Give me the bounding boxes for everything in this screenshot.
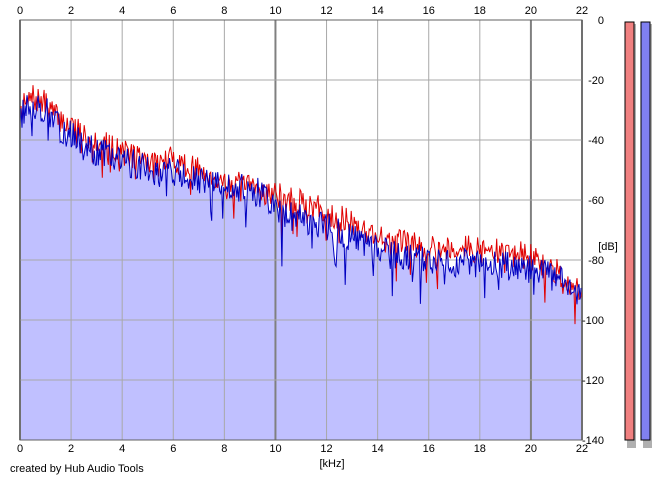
x-tick-label-top: 8 <box>221 5 227 17</box>
x-axis-label: [kHz] <box>319 458 344 470</box>
x-tick-label-top: 10 <box>269 5 281 17</box>
y-tick-label: -20 <box>588 75 604 87</box>
x-tick-label-top: 12 <box>320 5 332 17</box>
spectrum-fill-area <box>20 95 582 440</box>
meter-right <box>640 21 651 441</box>
x-tick-label-bottom: 6 <box>170 443 176 455</box>
x-tick-label-bottom: 20 <box>525 443 537 455</box>
x-tick-label-top: 16 <box>423 5 435 17</box>
y-tick-label: -60 <box>588 195 604 207</box>
x-tick-label-bottom: 8 <box>221 443 227 455</box>
axes: 002244668810101212141416161818202022220-… <box>17 5 604 455</box>
x-tick-label-bottom: 14 <box>372 443 384 455</box>
x-tick-label-bottom: 10 <box>269 443 281 455</box>
y-tick-label: -140 <box>582 435 604 447</box>
meter-left <box>624 21 635 441</box>
x-tick-label-top: 4 <box>119 5 125 17</box>
x-tick-label-top: 22 <box>576 5 588 17</box>
y-tick-label: -80 <box>588 255 604 267</box>
y-tick-label: -100 <box>582 315 604 327</box>
x-tick-label-top: 2 <box>68 5 74 17</box>
x-tick-label-top: 0 <box>17 5 23 17</box>
spectrum-series <box>19 85 583 325</box>
x-tick-label-bottom: 12 <box>320 443 332 455</box>
y-tick-label: -120 <box>582 375 604 387</box>
x-tick-label-bottom: 22 <box>576 443 588 455</box>
x-tick-label-top: 6 <box>170 5 176 17</box>
x-tick-label-top: 18 <box>474 5 486 17</box>
x-tick-label-bottom: 4 <box>119 443 125 455</box>
credit-text: created by Hub Audio Tools <box>10 463 144 475</box>
x-tick-label-bottom: 18 <box>474 443 486 455</box>
y-tick-label: 0 <box>598 15 604 27</box>
x-tick-label-top: 14 <box>372 5 384 17</box>
plot-frame <box>19 19 583 441</box>
x-tick-label-bottom: 2 <box>68 443 74 455</box>
y-tick-label: -40 <box>588 135 604 147</box>
x-tick-label-bottom: 0 <box>17 443 23 455</box>
series-line-red <box>19 85 583 325</box>
x-tick-label-top: 20 <box>525 5 537 17</box>
spectrum-fill <box>20 95 582 440</box>
x-tick-label-bottom: 16 <box>423 443 435 455</box>
y-axis-label: [dB] <box>598 241 618 253</box>
series-line-blue <box>19 95 583 305</box>
level-meters <box>624 21 652 448</box>
